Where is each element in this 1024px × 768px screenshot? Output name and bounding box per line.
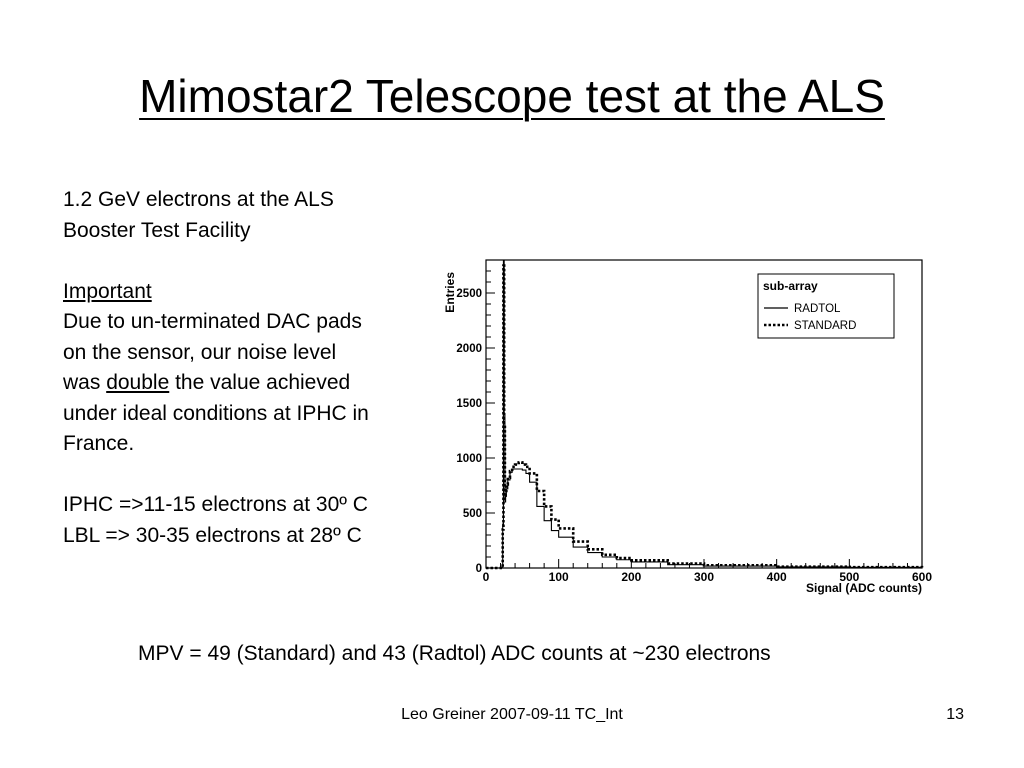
legend-title: sub-array <box>763 279 818 293</box>
body-line: Booster Test Facility <box>63 218 251 242</box>
page-number: 13 <box>946 706 964 723</box>
legend-label-radtol: RADTOL <box>794 303 841 315</box>
series-line-standard <box>486 264 924 570</box>
x-tick-label: 600 <box>912 570 932 584</box>
y-axis-label: Entries <box>443 272 457 313</box>
x-tick-label: 0 <box>483 570 490 584</box>
y-tick-label: 0 <box>476 563 482 575</box>
legend-label-standard: STANDARD <box>794 320 856 332</box>
y-tick-label: 2500 <box>456 288 482 300</box>
body-line: 1.2 GeV electrons at the ALS <box>63 188 334 211</box>
body-line: was double the value achieved <box>63 368 453 399</box>
x-axis-label: Signal (ADC counts) <box>806 581 922 595</box>
y-tick-label: 1000 <box>456 453 482 465</box>
emphasis-double: double <box>106 371 170 394</box>
slide-title: Mimostar2 Telescope test at the ALS <box>139 70 885 122</box>
histogram-chart: 0 100 200 300 400 500 60005001000150020002500 … <box>443 259 932 595</box>
y-tick-label: 1500 <box>456 398 482 410</box>
body-text: 1.2 GeV electrons at the ALS Booster Tes… <box>63 185 453 551</box>
x-tick-label: 200 <box>621 570 641 584</box>
x-tick-label: 500 <box>839 570 859 584</box>
body-line: IPHC =>11-15 electrons at 30º C <box>63 493 368 516</box>
important-heading: Important <box>63 279 152 303</box>
x-tick-label: 300 <box>694 570 714 584</box>
chart-legend: sub-array RADTOL STANDARD <box>757 273 895 339</box>
mpv-caption: MPV = 49 (Standard) and 43 (Radtol) ADC … <box>138 642 771 665</box>
x-tick-label: 100 <box>549 570 569 584</box>
body-line: under ideal conditions at IPHC in <box>63 401 369 425</box>
x-tick-label: 400 <box>767 570 787 584</box>
body-line: on the sensor, our noise level <box>63 340 337 364</box>
y-tick-label: 2000 <box>456 343 482 355</box>
body-text-span: was <box>63 371 107 394</box>
body-line: France. <box>63 432 135 455</box>
series-line-radtol <box>486 259 923 569</box>
body-line: Due to un-terminated DAC pads <box>63 310 362 333</box>
footer-author-date: Leo Greiner 2007-09-11 TC_Int <box>401 706 623 723</box>
legend-box <box>757 273 895 339</box>
body-line: LBL => 30-35 electrons at 28º C <box>63 523 362 547</box>
y-tick-label: 500 <box>463 508 482 520</box>
body-text-span: the value achieved <box>169 371 351 394</box>
